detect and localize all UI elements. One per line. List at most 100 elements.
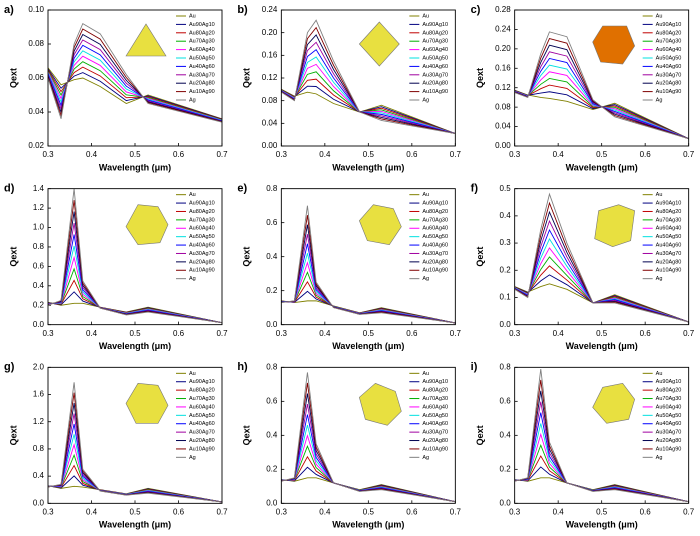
x-tick-label: 0.3 (509, 507, 521, 516)
x-tick-label: 0.7 (450, 150, 462, 159)
y-tick-label: 1.6 (33, 390, 45, 399)
legend-label: Au10Ag90 (422, 268, 448, 274)
x-tick-label: 0.4 (553, 150, 565, 159)
plot-area (48, 188, 222, 324)
x-tick-label: 0.7 (683, 329, 695, 338)
legend-label: Au20Ag80 (656, 81, 682, 87)
legend-label: Au70Ag30 (422, 396, 448, 402)
plot-area (48, 382, 222, 503)
data-line (281, 372, 456, 503)
legend-label: Au50Ag50 (656, 234, 682, 240)
legend-label: Au80Ag20 (656, 30, 682, 36)
legend-label: Au40Ag60 (189, 243, 215, 249)
data-line (281, 19, 456, 134)
legend-label: Ag (422, 97, 429, 103)
data-line (514, 443, 689, 503)
x-tick-label: 0.6 (173, 150, 185, 159)
data-line (514, 89, 689, 140)
x-axis-label: Wavelength (μm) (99, 341, 171, 351)
legend-label: Au90Ag10 (189, 379, 215, 385)
axes-frame (47, 366, 223, 504)
data-line (514, 455, 689, 503)
legend-label: Au30Ag70 (189, 430, 215, 436)
panel: c) 0.00 0.04 0.08 0.12 0.16 0.20 0.24 0.28 0.3 0.4… (471, 4, 695, 172)
shape-icon (592, 383, 635, 424)
y-axis-label: Qext (475, 68, 485, 88)
y-tick-label: 0.12 (262, 73, 278, 82)
shape-icon (125, 383, 169, 424)
y-tick-label: 0.16 (495, 63, 511, 72)
y-tick-label: 0.04 (262, 118, 278, 127)
x-tick-label: 0.7 (683, 150, 695, 159)
x-tick-label: 0.5 (129, 329, 141, 338)
x-tick-label: 0.5 (129, 150, 141, 159)
x-tick-label: 0.6 (173, 329, 185, 338)
y-tick-label: 0.6 (266, 218, 278, 227)
shape-icon (594, 204, 635, 247)
legend-label: Au90Ag10 (656, 201, 682, 207)
data-line (48, 279, 222, 324)
x-axis-label: Wavelength (μm) (332, 520, 404, 530)
legend-label: Ag (189, 97, 196, 103)
panel: d) 0.0 0.2 0.4 0.6 0.8 1.0 1.2 1.4 0.3 0.4 0.5 0.6 0.… (4, 183, 228, 351)
y-tick-label: 0.0 (500, 498, 512, 507)
x-tick-label: 0.7 (216, 150, 228, 159)
legend-label: Au70Ag30 (422, 39, 448, 45)
panel: g) 0.0 0.4 0.8 1.2 1.6 2.0 0.3 0.4 0.5 0.6 0.7 Wavel… (4, 361, 228, 529)
axes-frame (47, 188, 223, 326)
x-axis-label: Wavelength (μm) (99, 520, 171, 530)
x-tick-label: 0.4 (319, 507, 331, 516)
panel-label: i) (471, 361, 478, 373)
legend-label: Ag (422, 455, 429, 461)
y-tick-label: 0.4 (266, 252, 278, 261)
y-tick-label: 0.06 (28, 73, 44, 82)
shape-icon (358, 21, 400, 67)
y-tick-label: 0.4 (500, 430, 512, 439)
axes-frame (47, 9, 223, 147)
y-tick-label: 0.08 (262, 96, 278, 105)
legend-label: Au (189, 13, 196, 19)
data-line (514, 89, 689, 140)
legend-label: Au40Ag60 (656, 421, 682, 427)
legend-label: Au10Ag90 (189, 446, 215, 452)
plot-area (281, 19, 456, 134)
legend-label: Au80Ag20 (656, 388, 682, 394)
legend-label: Au70Ag30 (189, 396, 215, 402)
plot-area (281, 205, 456, 324)
legend-label: Au20Ag80 (189, 438, 215, 444)
plot-area (281, 372, 456, 503)
y-tick-label: 0.4 (266, 430, 278, 439)
legend-label: Au90Ag10 (422, 201, 448, 207)
panel: i) 0.0 0.2 0.4 0.6 0.8 0.3 0.4 0.5 0.6 0.7 Waveleng… (471, 361, 695, 529)
x-tick-label: 0.7 (450, 329, 462, 338)
y-tick-label: 0.0 (33, 498, 45, 507)
x-tick-label: 0.4 (553, 329, 565, 338)
legend-label: Au50Ag50 (656, 55, 682, 61)
data-line (48, 188, 222, 324)
legend-label: Au10Ag90 (189, 89, 215, 95)
data-line (281, 444, 456, 503)
y-tick-label: 0.00 (495, 141, 511, 150)
plot-area (514, 192, 689, 323)
y-axis-label: Qext (475, 425, 485, 445)
x-tick-label: 0.5 (363, 329, 375, 338)
x-tick-label: 0.4 (86, 507, 98, 516)
x-tick-label: 0.5 (596, 507, 608, 516)
y-tick-label: 0.2 (266, 464, 278, 473)
legend-label: Au70Ag30 (656, 39, 682, 45)
axes-frame (514, 366, 690, 504)
x-tick-label: 0.4 (86, 150, 98, 159)
legend-label: Au10Ag90 (656, 446, 682, 452)
x-tick-label: 0.3 (276, 150, 288, 159)
panel: b) 0.00 0.04 0.08 0.12 0.16 0.20 0.24 0.3 0.4 0.5 0… (237, 4, 461, 172)
data-line (514, 368, 689, 503)
x-tick-label: 0.3 (42, 150, 54, 159)
x-tick-label: 0.6 (406, 150, 418, 159)
plot-area (48, 22, 222, 123)
x-tick-label: 0.7 (450, 507, 462, 516)
y-tick-label: 0.6 (266, 396, 278, 405)
y-tick-label: 0.6 (33, 261, 45, 270)
legend-label: Au40Ag60 (422, 64, 448, 70)
legend-label: Au10Ag90 (422, 446, 448, 452)
y-tick-label: 0.12 (495, 83, 511, 92)
